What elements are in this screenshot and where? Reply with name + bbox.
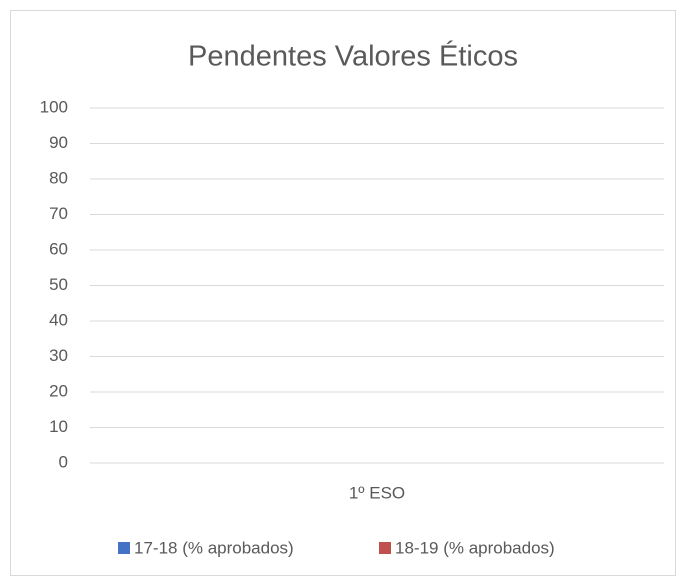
y-tick-label: 10: [49, 417, 68, 436]
y-tick-label: 60: [49, 239, 68, 258]
y-tick-label: 90: [49, 133, 68, 152]
y-tick-label: 80: [49, 168, 68, 187]
y-tick-label: 70: [49, 204, 68, 223]
legend-label: 18-19 (% aprobados): [395, 538, 555, 557]
y-tick-label: 0: [59, 452, 68, 471]
legend-swatch: [118, 542, 130, 554]
y-tick-label: 100: [40, 97, 68, 116]
chart-title: Pendentes Valores Éticos: [188, 40, 518, 73]
legend-swatch: [379, 542, 391, 554]
y-tick-label: 50: [49, 275, 68, 294]
y-tick-label: 20: [49, 381, 68, 400]
x-tick-label: 1º ESO: [349, 483, 405, 502]
chart-border: [10, 10, 676, 576]
legend-label: 17-18 (% aprobados): [134, 538, 294, 557]
y-tick-label: 30: [49, 346, 68, 365]
y-tick-label: 40: [49, 310, 68, 329]
